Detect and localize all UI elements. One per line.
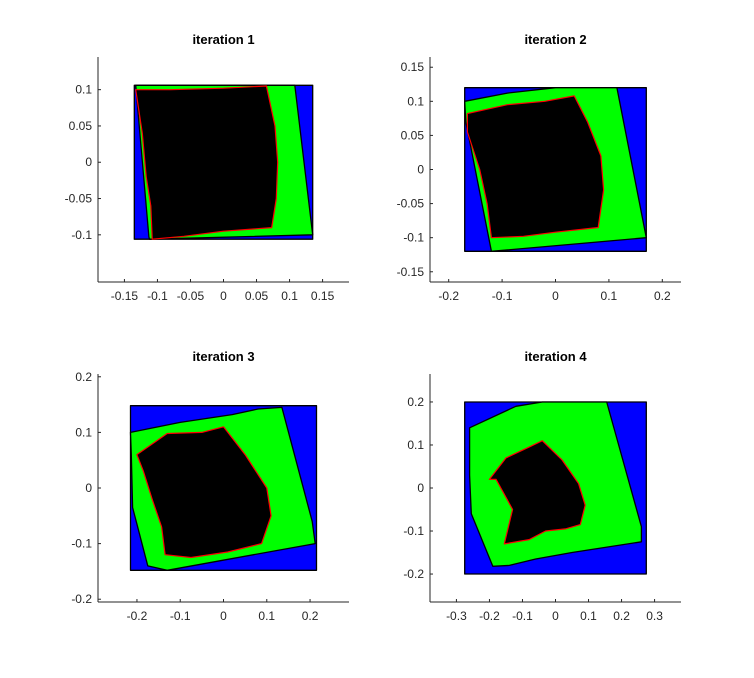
x-tick-label: -0.2 [438, 289, 459, 303]
y-tick-label: -0.05 [397, 197, 425, 211]
x-tick-label: 0.1 [601, 289, 618, 303]
regions [464, 401, 647, 575]
x-tick-label: 0 [220, 289, 227, 303]
x-tick-label: 0.2 [654, 289, 671, 303]
y-tick-label: 0.05 [401, 128, 425, 142]
x-tick-label: -0.3 [446, 609, 467, 623]
inner-region [135, 85, 279, 240]
x-tick-label: 0.1 [580, 609, 597, 623]
x-tick-label: -0.05 [177, 289, 205, 303]
y-tick-label: -0.2 [71, 592, 92, 606]
regions [129, 405, 318, 571]
y-tick-label: -0.1 [403, 231, 424, 245]
regions [464, 87, 647, 252]
y-tick-label: 0.1 [407, 94, 424, 108]
inner-region [136, 426, 272, 559]
x-tick-label: -0.1 [512, 609, 533, 623]
y-tick-label: 0.1 [75, 83, 92, 97]
inner-region [488, 440, 586, 545]
y-tick-label: -0.15 [397, 265, 425, 279]
x-tick-label: 0.2 [302, 609, 319, 623]
x-tick-label: 0.1 [281, 289, 298, 303]
x-tick-label: -0.1 [147, 289, 168, 303]
y-tick-label: -0.1 [71, 228, 92, 242]
x-tick-label: 0.2 [613, 609, 630, 623]
y-tick-label: -0.1 [71, 537, 92, 551]
x-tick-label: -0.2 [127, 609, 148, 623]
subplot-iteration-3: iteration 3 -0.2 -0.1 0 0.1 0.2 -0.2 -0.1 0 0.1 0… [71, 349, 349, 623]
title: iteration 2 [524, 32, 586, 47]
x-tick-label: 0 [220, 609, 227, 623]
x-tick-label: 0.15 [311, 289, 335, 303]
y-tick-label: 0 [417, 481, 424, 495]
y-tick-label: 0 [85, 155, 92, 169]
x-tick-label: -0.1 [170, 609, 191, 623]
y-tick-label: -0.05 [65, 192, 93, 206]
y-tick-label: 0.05 [69, 119, 93, 133]
x-tick-label: -0.1 [492, 289, 513, 303]
x-tick-label: -0.15 [111, 289, 139, 303]
x-tick-label: 0.1 [258, 609, 275, 623]
y-tick-label: -0.2 [403, 567, 424, 581]
y-tick-label: 0.1 [75, 425, 92, 439]
y-tick-label: 0.1 [407, 438, 424, 452]
subplot-iteration-1: iteration 1 -0.15 -0.1 -0.05 0 0.05 0.1 0.15 -0… [65, 32, 349, 303]
y-tick-label: 0 [85, 481, 92, 495]
y-tick-label: 0.15 [401, 60, 425, 74]
regions [133, 84, 314, 240]
y-tick-label: 0.2 [75, 370, 92, 384]
y-tick-label: 0 [417, 163, 424, 177]
title: iteration 3 [192, 349, 254, 364]
x-tick-label: 0.3 [646, 609, 663, 623]
x-tick-label: 0.05 [245, 289, 269, 303]
inner-region [466, 95, 605, 239]
title: iteration 1 [192, 32, 254, 47]
x-tick-label: 0 [552, 609, 559, 623]
x-tick-label: -0.2 [479, 609, 500, 623]
subplot-iteration-4: iteration 4 -0.3 -0.2 -0.1 0 0.1 0.2 0.3 -0.2 -0… [403, 349, 681, 623]
x-tick-label: 0 [552, 289, 559, 303]
title: iteration 4 [524, 349, 587, 364]
y-tick-label: 0.2 [407, 395, 424, 409]
subplot-iteration-2: iteration 2 -0.2 -0.1 0 0.1 0.2 -0.15 -0.1 -0.0… [397, 32, 681, 303]
y-tick-label: -0.1 [403, 524, 424, 538]
